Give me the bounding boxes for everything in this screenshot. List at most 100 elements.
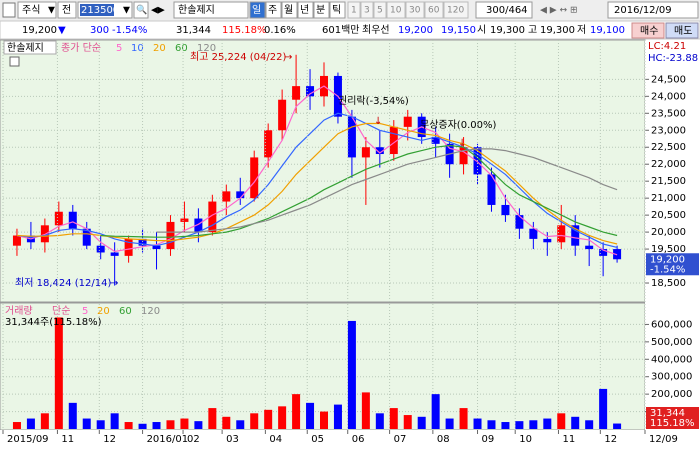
period-button[interactable]	[249, 1, 266, 19]
moving-average-line	[16, 112, 618, 248]
x-tick-label: 12	[103, 434, 116, 445]
candle-body	[96, 245, 105, 253]
x-tick-label: 2016/01	[147, 434, 189, 445]
interval-button[interactable]	[360, 1, 374, 19]
volume-bar	[236, 420, 245, 429]
annotation-arrow: →	[284, 52, 292, 63]
annotation-arrow: ↓	[458, 138, 466, 149]
market-select[interactable]	[17, 1, 57, 19]
moving-average-line	[16, 122, 618, 245]
interval-button[interactable]	[443, 1, 469, 19]
y-tick-label: 23,000	[651, 125, 686, 136]
candle-body	[54, 211, 63, 226]
buy-button[interactable]	[631, 22, 665, 39]
interval-button[interactable]	[347, 1, 361, 19]
interval-button[interactable]	[405, 1, 425, 19]
candle-body	[208, 201, 217, 233]
y-tick-label: 22,500	[651, 142, 686, 153]
volume-bar	[375, 413, 384, 429]
search-icon: 🔍	[136, 4, 147, 16]
candle-body	[403, 116, 412, 127]
candle-body	[543, 238, 552, 243]
search-button[interactable]	[133, 1, 149, 19]
panel-icon[interactable]	[9, 56, 20, 67]
x-tick-label: 09	[482, 434, 495, 445]
candle-body	[40, 225, 49, 243]
volume-bar	[96, 420, 105, 429]
interval-button[interactable]	[373, 1, 387, 19]
nav-arrows[interactable]: ◀▶	[151, 6, 165, 16]
volume-bar	[487, 420, 496, 429]
period-button[interactable]	[297, 1, 314, 19]
ask: 19,200	[398, 25, 433, 36]
annotation-bonus: 무상증자(0.00%)	[420, 119, 496, 131]
interval-button[interactable]	[424, 1, 444, 19]
code-highlight	[80, 4, 114, 16]
interval-label: 60	[428, 6, 440, 16]
candle-body	[361, 147, 370, 158]
infobar-bg	[0, 20, 700, 40]
volume-bar	[501, 422, 510, 429]
volume-bar	[320, 411, 328, 429]
interval-button[interactable]	[386, 1, 406, 19]
direction: ▼	[58, 25, 66, 36]
low: 19,100	[590, 25, 625, 36]
price-tag: 19,200	[650, 254, 685, 265]
all-button[interactable]	[57, 1, 77, 19]
period-button[interactable]	[281, 1, 298, 19]
amount: 601백만	[322, 24, 360, 36]
date-box[interactable]	[607, 1, 699, 19]
y-tick-label: 24,500	[651, 74, 686, 85]
candle-body	[599, 249, 608, 256]
annotation-rights: 권리락(-3,54%)	[338, 95, 409, 107]
volume-bar	[68, 402, 77, 429]
scroll-arrows[interactable]: ◀ ▶ ↔ ⊞	[540, 6, 578, 16]
period-label: 분	[316, 4, 325, 16]
x-tick-label: 11	[562, 434, 575, 445]
period-button[interactable]	[265, 1, 282, 19]
legend-title: 한솔제지	[7, 42, 44, 54]
sell-button[interactable]	[665, 22, 699, 39]
annotation-arrow: →	[110, 278, 118, 289]
candle-body	[12, 235, 21, 246]
legend-entry: 5	[116, 43, 122, 54]
interval-label: 10	[390, 6, 402, 16]
legend-label: 종가 단순	[61, 42, 101, 54]
volume-bar	[12, 422, 21, 429]
y-tick-label: 20,500	[651, 210, 686, 221]
x-tick-label: 11	[61, 434, 74, 445]
volume-bar	[445, 418, 454, 429]
y-tick-label: 400,000	[651, 354, 692, 365]
candle-body	[459, 147, 468, 165]
x-tick-label: 03	[226, 434, 239, 445]
y-tick-label: 23,500	[651, 108, 686, 119]
x-tick-label: 12/09	[649, 434, 678, 445]
x-tick-label: 08	[437, 434, 450, 445]
stock-name: 한솔제지	[178, 4, 215, 16]
price: 19,200	[22, 25, 57, 36]
y-tick-label: 22,000	[651, 159, 686, 170]
volume-bar	[585, 420, 594, 429]
volume-bar	[208, 408, 217, 429]
count-box[interactable]	[475, 1, 533, 19]
period-button[interactable]	[329, 1, 346, 19]
y-tick-label: 18,500	[651, 278, 686, 289]
y-tick-label: 600,000	[651, 319, 692, 330]
candle-body	[278, 99, 287, 131]
legend-title: 거래량	[5, 305, 33, 317]
volume-bar	[82, 418, 91, 429]
x-tick-label: 07	[394, 434, 407, 445]
y-tick-label: 21,500	[651, 176, 686, 187]
count: 300/464	[486, 5, 528, 16]
period-button[interactable]	[313, 1, 330, 19]
best-label: 최우선	[362, 24, 390, 36]
legend-entry: 60	[119, 306, 132, 317]
candle-body	[292, 86, 301, 100]
volume-ratio: 115.18%	[222, 25, 267, 36]
legend-entry: 10	[131, 43, 144, 54]
volume-bar	[557, 413, 566, 429]
menu-icon[interactable]	[2, 2, 16, 18]
interval-label: 3	[364, 6, 370, 16]
candle-body	[138, 238, 147, 246]
price-tag-bg	[646, 253, 699, 276]
